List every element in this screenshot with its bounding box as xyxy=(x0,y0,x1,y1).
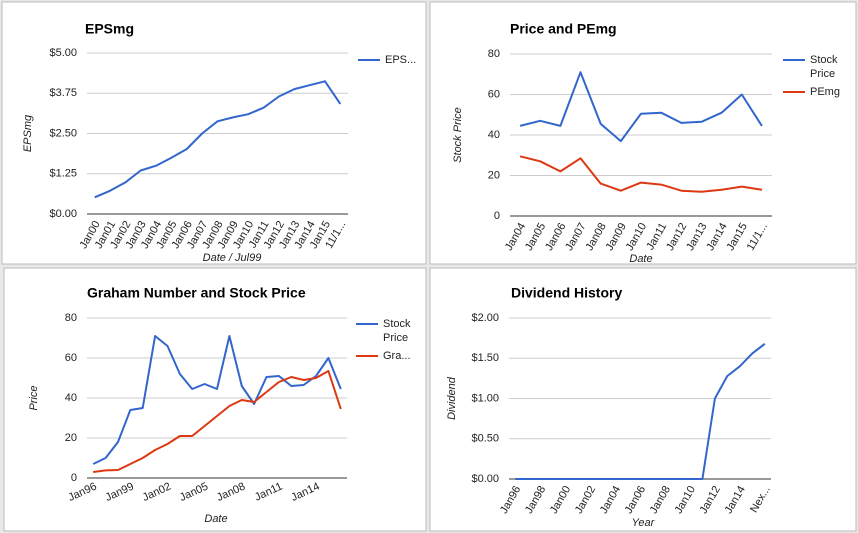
y-tick-label: $0.00 xyxy=(471,473,499,485)
y-tick-label: 60 xyxy=(65,352,77,364)
legend-label: Stock Price xyxy=(383,318,411,344)
x-axis-title: Date / Jul99 xyxy=(203,252,262,264)
y-tick-label: 20 xyxy=(488,169,500,181)
x-axis-title: Year xyxy=(632,517,656,529)
y-axis-title: Dividend xyxy=(446,376,458,420)
y-tick-label: 80 xyxy=(488,48,500,60)
y-tick-label: $1.00 xyxy=(471,392,499,404)
series-line xyxy=(94,80,342,199)
chart-title: Price and PEmg xyxy=(510,21,617,37)
legend-entry: PEmg xyxy=(810,86,840,98)
y-tick-label: 0 xyxy=(71,472,77,484)
x-axis-title: Date xyxy=(204,513,227,525)
panel xyxy=(3,267,427,532)
x-axis-title: Date xyxy=(629,253,652,265)
series-line xyxy=(93,370,342,473)
chart-title: EPSmg xyxy=(85,21,134,37)
y-tick-label: 60 xyxy=(488,88,500,100)
chart-title: Dividend History xyxy=(511,285,622,301)
y-tick-label: 20 xyxy=(65,432,77,444)
y-tick-label: $2.00 xyxy=(471,312,499,324)
y-tick-label: 80 xyxy=(65,312,77,324)
y-tick-label: $2.50 xyxy=(49,127,77,139)
legend-entry: EPS... xyxy=(385,54,417,66)
y-axis-title: Stock Price xyxy=(452,107,464,163)
panel xyxy=(429,267,857,532)
series-line xyxy=(519,71,763,143)
y-tick-label: 0 xyxy=(494,210,500,222)
y-tick-label: 40 xyxy=(488,129,500,141)
y-tick-label: $1.50 xyxy=(471,352,499,364)
series-line xyxy=(515,343,766,480)
legend-label: Gra... xyxy=(383,350,411,362)
legend-label: PEmg xyxy=(810,86,840,98)
series-line xyxy=(519,155,763,193)
y-tick-label: 40 xyxy=(65,392,77,404)
y-axis-title: Price xyxy=(28,385,40,410)
legend-entry: Stock Price xyxy=(383,318,411,344)
y-tick-label: $0.00 xyxy=(49,208,77,220)
legend-entry: Stock Price xyxy=(810,54,838,80)
legend-label: Stock Price xyxy=(810,54,838,80)
y-axis-title: EPSmg xyxy=(22,114,34,152)
y-tick-label: $3.75 xyxy=(49,87,77,99)
legend-label: EPS... xyxy=(385,54,417,66)
legend-entry: Gra... xyxy=(383,350,411,362)
chart-title: Graham Number and Stock Price xyxy=(87,285,306,301)
y-tick-label: $1.25 xyxy=(49,168,77,180)
y-tick-label: $5.00 xyxy=(49,47,77,59)
y-tick-label: $0.50 xyxy=(471,433,499,445)
series-line xyxy=(92,335,342,465)
panel xyxy=(429,1,857,265)
